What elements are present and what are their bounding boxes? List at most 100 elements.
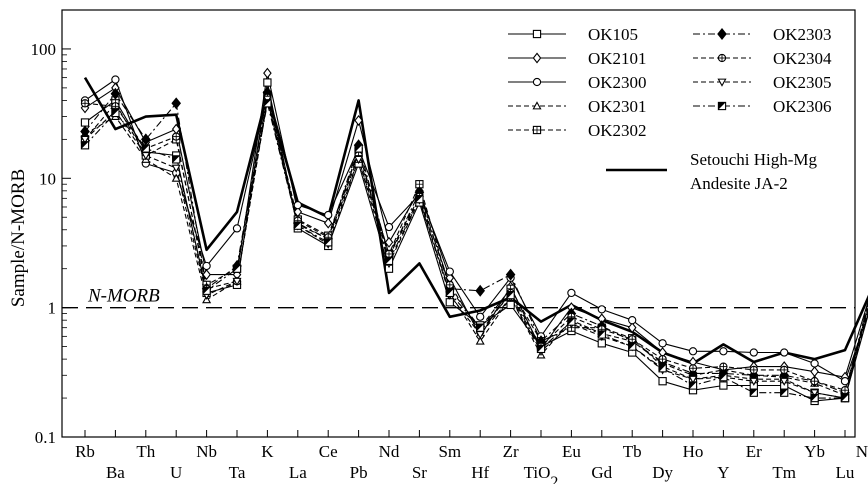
- data-point: [532, 29, 542, 39]
- x-tick-label: Dy: [652, 463, 673, 482]
- legend-entry-setouchi-high-mg-andesite-ja-2: Setouchi High-Mg Andesite JA-2: [606, 150, 818, 193]
- data-point: [172, 155, 181, 164]
- data-point: [567, 288, 576, 298]
- legend-label: OK2303: [773, 25, 832, 44]
- data-point: [532, 52, 542, 64]
- marker-shape: [841, 394, 849, 402]
- data-point: [532, 77, 542, 87]
- data-point: [232, 277, 242, 286]
- data-point: [567, 317, 576, 326]
- marker-shape: [598, 330, 606, 339]
- data-point: [780, 365, 789, 375]
- legend-entry-ok2303: OK2303: [693, 25, 832, 44]
- data-point: [445, 280, 454, 290]
- data-point: [628, 342, 637, 351]
- marker-shape: [355, 144, 363, 153]
- marker-shape: [111, 109, 119, 117]
- series-line: [84, 92, 868, 394]
- legend-label: OK2301: [588, 97, 647, 116]
- marker-shape: [689, 381, 697, 390]
- legend-entry-ok2306: OK2306: [693, 97, 832, 116]
- data-point: [110, 87, 121, 100]
- marker-shape: [263, 99, 271, 107]
- x-tick-label: U: [170, 463, 182, 482]
- series-line: [84, 94, 868, 399]
- data-point: [627, 322, 637, 334]
- plot-frame: [61, 9, 856, 438]
- data-point: [688, 381, 698, 390]
- x-tick-label: Nd: [379, 442, 400, 461]
- marker-shape: [718, 102, 726, 110]
- x-tick-label: La: [289, 463, 307, 482]
- x-tick-label: Tb: [623, 442, 642, 461]
- data-point: [536, 344, 546, 354]
- data-point: [141, 144, 150, 153]
- data-point: [324, 238, 333, 247]
- markers-ok2300: [80, 75, 850, 386]
- marker-shape: [233, 265, 241, 273]
- data-point: [80, 141, 90, 150]
- data-point: [717, 53, 727, 63]
- legend-label: OK2302: [588, 121, 647, 140]
- data-point: [111, 75, 120, 84]
- x-tick-label: Hf: [471, 463, 489, 482]
- data-point: [717, 28, 727, 40]
- legend-label: OK2300: [588, 73, 647, 92]
- marker-shape: [142, 144, 150, 153]
- legend-entry-ok2304: OK2304: [693, 49, 832, 68]
- data-point: [810, 377, 819, 386]
- x-tick-label: Gd: [591, 463, 612, 482]
- data-point: [597, 330, 606, 339]
- series-ok2301: [84, 99, 868, 396]
- y-tick-label: 0.1: [35, 428, 56, 447]
- marker-shape: [203, 287, 211, 295]
- markers-ok2306: [80, 99, 850, 403]
- legend-entry-ok2302: OK2302: [508, 121, 647, 140]
- data-point: [324, 210, 333, 220]
- marker-shape: [659, 364, 667, 372]
- x-tick-label: Eu: [562, 442, 581, 461]
- x-tick-label: Na2O: [856, 442, 868, 470]
- data-point: [323, 217, 333, 229]
- x-tick-label: Rb: [75, 442, 95, 461]
- x-tick-label: Tm: [772, 463, 796, 482]
- axes: 0.1 1 10 100 Rb Ba Th U Nb Ta K La Ce Pb Nd Sr Sm Hf Zr TiO…: [31, 9, 868, 484]
- data-point: [202, 261, 211, 271]
- data-point: [172, 132, 181, 141]
- data-point: [354, 114, 363, 126]
- data-point: [719, 381, 728, 390]
- data-point: [628, 335, 637, 344]
- data-point: [263, 99, 272, 108]
- marker-shape: [507, 291, 515, 299]
- x-tick-label: Lu: [836, 463, 855, 482]
- reference-line-label: N-MORB: [87, 286, 160, 307]
- data-point: [202, 286, 211, 295]
- data-point: [354, 144, 363, 153]
- data-point: [80, 99, 90, 108]
- x-tick-label: Pb: [350, 463, 368, 482]
- x-tick-label: Th: [136, 442, 155, 461]
- data-point: [749, 365, 758, 375]
- legend-entry-ok105: OK105: [508, 25, 638, 44]
- x-tick-label: Y: [717, 463, 729, 482]
- data-point: [445, 288, 454, 298]
- data-point: [202, 269, 211, 281]
- data-point: [810, 389, 820, 398]
- legend-label: Andesite JA-2: [690, 174, 788, 193]
- x-tick-label: Yb: [804, 442, 825, 461]
- data-point: [532, 101, 542, 110]
- data-point: [749, 388, 758, 397]
- data-point: [506, 300, 515, 310]
- data-point: [810, 393, 819, 403]
- x-tick-label: Nb: [196, 442, 217, 461]
- data-point: [749, 377, 759, 386]
- data-point: [232, 264, 242, 273]
- data-point: [810, 366, 819, 378]
- marker-shape: [415, 195, 423, 203]
- legend-label: OK2304: [773, 49, 832, 68]
- data-point: [719, 347, 728, 356]
- series-ok2303: [84, 92, 868, 394]
- data-point: [506, 290, 515, 300]
- data-point: [171, 97, 182, 110]
